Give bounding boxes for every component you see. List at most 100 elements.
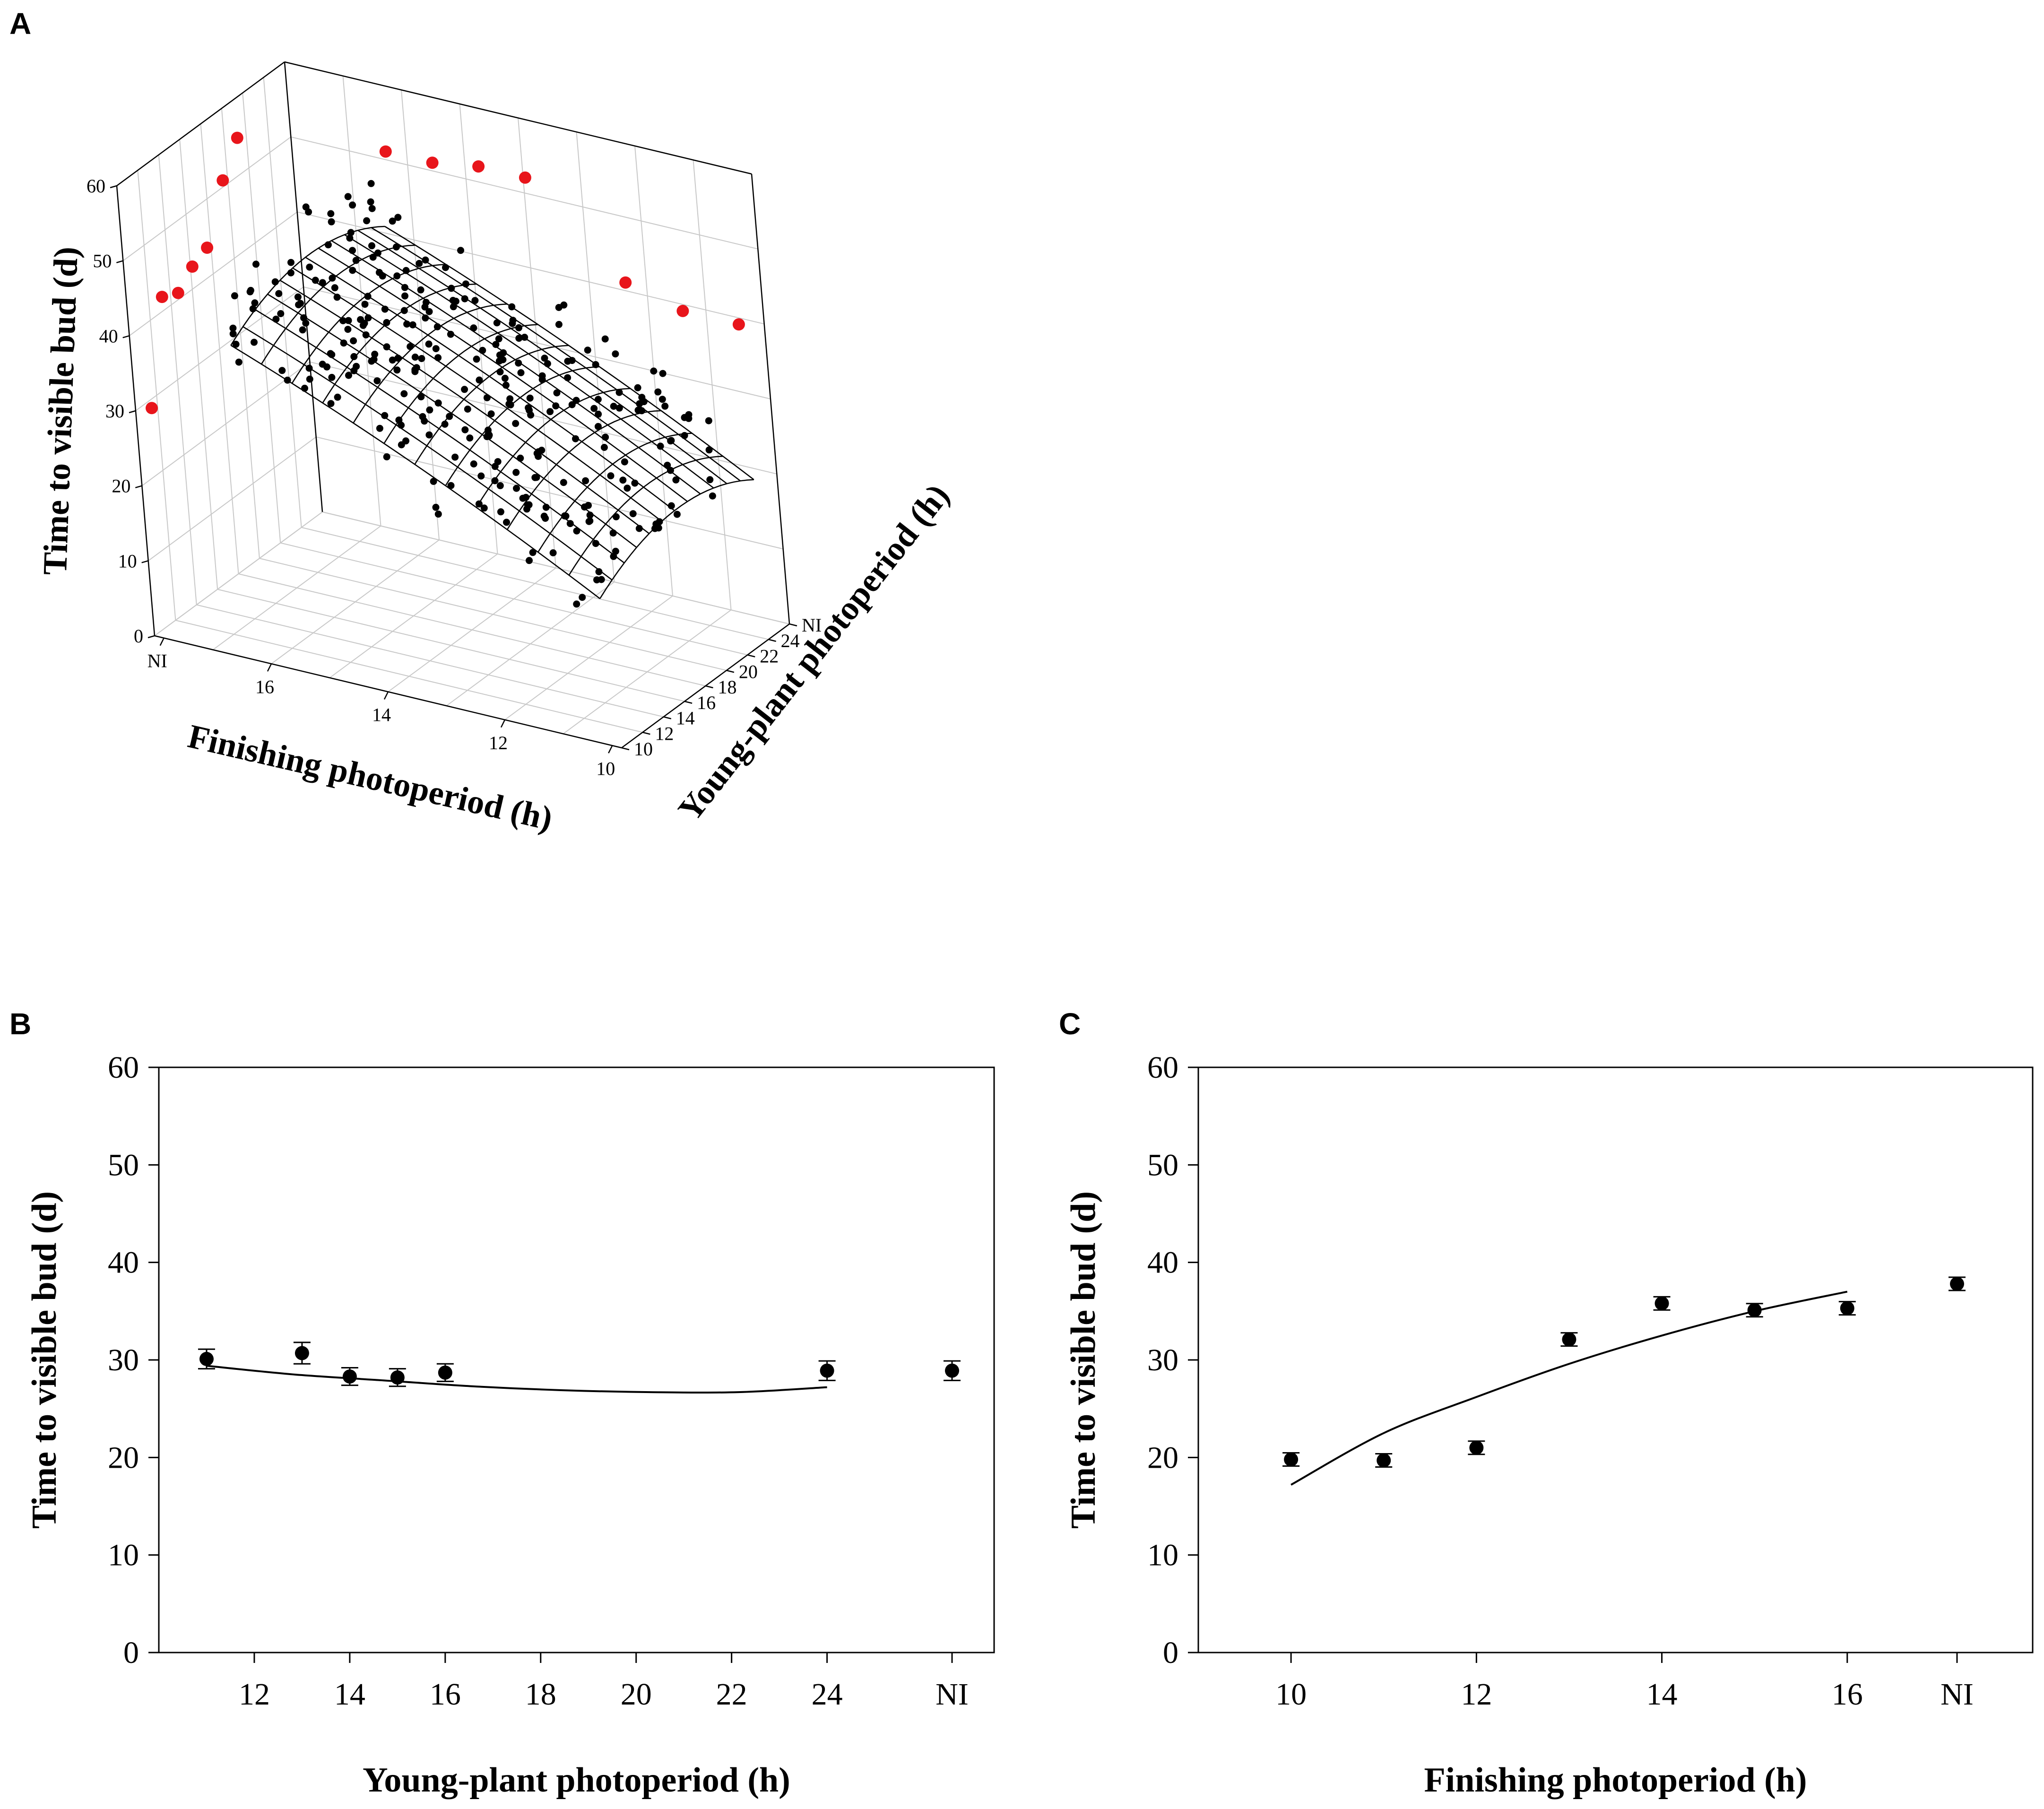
observed-point xyxy=(602,433,609,441)
observed-point xyxy=(361,301,369,308)
observed-point xyxy=(615,389,623,396)
data-point xyxy=(390,1370,405,1385)
x-tick-label: 14 xyxy=(334,1677,365,1712)
observed-point xyxy=(585,502,592,509)
observed-point xyxy=(527,411,535,419)
observed-point xyxy=(487,410,495,418)
observed-point xyxy=(471,297,479,304)
observed-point xyxy=(344,193,352,200)
observed-point xyxy=(573,600,580,608)
observed-point xyxy=(312,277,319,284)
observed-point xyxy=(541,355,548,362)
observed-point xyxy=(229,330,237,338)
box-edge xyxy=(116,61,285,187)
observed-point xyxy=(500,349,507,356)
observed-point xyxy=(509,320,516,327)
observed-point xyxy=(364,314,372,321)
observed-point xyxy=(446,413,453,420)
observed-point xyxy=(667,437,675,445)
x-tick-label: 10 xyxy=(596,758,615,779)
observed-point xyxy=(638,407,645,415)
observed-point xyxy=(706,476,714,484)
observed-point xyxy=(229,324,237,332)
observed-point xyxy=(515,335,523,342)
observed-point xyxy=(287,269,294,277)
wall-grid-line xyxy=(154,511,323,636)
observed-point xyxy=(512,468,520,476)
observed-point xyxy=(483,394,491,401)
ni-point xyxy=(426,156,439,169)
y-tick-mark xyxy=(621,747,630,751)
observed-point xyxy=(526,394,534,402)
panel-letter: A xyxy=(9,7,31,41)
data-point xyxy=(945,1363,959,1378)
x-tick-mark xyxy=(159,638,165,646)
y-tick-label: 12 xyxy=(655,723,674,744)
observed-point xyxy=(562,512,570,520)
wall-grid-line xyxy=(122,136,291,261)
y-tick-label: NI xyxy=(802,615,822,636)
z-tick-mark xyxy=(135,485,142,488)
y-tick-label: 60 xyxy=(1147,1050,1178,1085)
ni-point xyxy=(472,160,485,173)
data-point xyxy=(1654,1296,1669,1311)
observed-point xyxy=(434,399,442,407)
observed-point xyxy=(340,339,347,347)
y-tick-mark xyxy=(747,654,755,658)
observed-point xyxy=(513,485,520,492)
y-tick-mark xyxy=(789,623,797,627)
x-tick-label: 22 xyxy=(716,1677,747,1712)
observed-point xyxy=(417,286,424,294)
z-tick-mark xyxy=(141,560,149,563)
observed-point xyxy=(271,278,279,286)
observed-point xyxy=(635,525,643,532)
observed-point xyxy=(619,476,627,484)
ni-point xyxy=(379,145,392,158)
y-tick-label: 20 xyxy=(108,1440,139,1475)
surface-mesh-line xyxy=(357,230,728,485)
ni-point xyxy=(231,131,243,144)
observed-point xyxy=(681,432,688,439)
observed-point xyxy=(579,594,586,601)
box-edge xyxy=(284,61,323,512)
observed-point xyxy=(381,305,389,313)
surface-mesh-line xyxy=(331,240,701,494)
observed-point xyxy=(473,355,480,363)
observed-point xyxy=(624,485,631,492)
y-tick-label: 0 xyxy=(123,1636,139,1670)
y-tick-label: 14 xyxy=(676,708,695,729)
wall-grid-line xyxy=(303,286,771,399)
observed-point xyxy=(664,461,671,469)
observed-point xyxy=(328,351,336,358)
observed-point xyxy=(383,319,390,326)
x-tick-label: 16 xyxy=(1832,1677,1863,1712)
y-tick-label: 0 xyxy=(1163,1636,1178,1670)
y-tick-label: 50 xyxy=(1147,1148,1178,1182)
observed-point xyxy=(442,264,449,271)
data-point xyxy=(1377,1453,1391,1468)
x-tick-label: 16 xyxy=(430,1677,461,1712)
observed-point xyxy=(329,274,336,282)
observed-point xyxy=(368,205,376,212)
floor-grid-line xyxy=(301,527,769,640)
y-tick-label: 20 xyxy=(1147,1440,1178,1475)
observed-point xyxy=(601,335,609,343)
x-tick-label: 24 xyxy=(812,1677,843,1712)
x-tick-label: 20 xyxy=(621,1677,652,1712)
data-point xyxy=(1469,1440,1484,1455)
observed-point xyxy=(275,290,283,297)
data-point xyxy=(199,1351,214,1366)
panel-letter: B xyxy=(9,1007,31,1041)
observed-point xyxy=(508,303,516,311)
observed-point xyxy=(447,330,454,338)
z-tick-mark xyxy=(116,260,123,263)
fit-curve xyxy=(206,1365,827,1394)
observed-point xyxy=(284,376,291,384)
observed-point xyxy=(393,366,401,374)
observed-point xyxy=(652,520,660,528)
observed-point xyxy=(448,285,455,292)
observed-point xyxy=(350,353,358,360)
y-tick-label: 24 xyxy=(781,630,800,651)
surface-mesh-line xyxy=(230,345,600,599)
wall-grid-line xyxy=(129,211,298,337)
